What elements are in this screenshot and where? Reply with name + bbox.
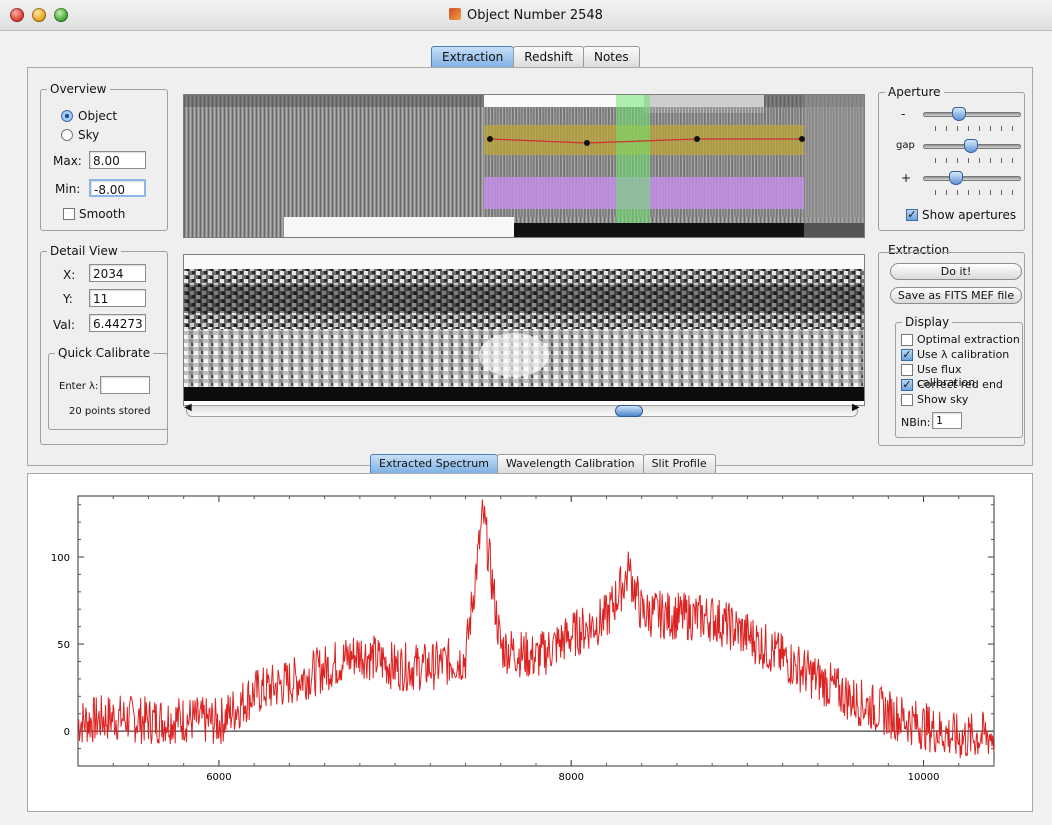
detail-y-field[interactable]: 11 [89,289,146,307]
detail-y-label: Y: [63,292,73,306]
aperture-plus-knob[interactable] [949,171,963,185]
smooth-label: Smooth [79,207,126,221]
spectrum-pane: 0 50 100 6000 8000 10000 [27,473,1033,812]
x-tick-label: 8000 [559,772,584,783]
detail-horizontal-scrollbar[interactable] [186,405,858,417]
extraction-group: Do it! Save as FITS MEF file Display Opt… [878,252,1025,446]
overview-spectrum-image[interactable] [183,94,865,238]
tab-notes[interactable]: Notes [582,46,640,68]
tab-extraction[interactable]: Extraction [431,46,515,68]
minimize-window-button[interactable] [32,8,46,22]
aperture-minus-knob[interactable] [952,107,966,121]
aperture-gap-ticks [935,158,1015,163]
zoom-window-button[interactable] [54,8,68,22]
x-tick-label: 10000 [908,772,940,783]
quick-calibrate-group: Quick Calibrate Enter λ: 20 points store… [48,346,168,430]
detail-val-field[interactable]: 6.44273 [89,314,146,332]
min-field[interactable]: -8.00 [89,179,146,197]
detail-view-group: Detail View X: 2034 Y: 11 Val: 6.44273 Q… [40,244,168,445]
nbin-field[interactable]: 1 [932,412,962,429]
quick-calibrate-legend: Quick Calibrate [55,346,154,360]
save-fits-button[interactable]: Save as FITS MEF file [890,287,1022,304]
app-icon [449,8,462,20]
detail-view-legend: Detail View [47,244,121,258]
enter-lambda-label: Enter λ: [59,381,99,392]
y-tick-label: 100 [51,553,70,564]
detail-x-label: X: [63,268,76,282]
show-sky-checkbox[interactable] [901,394,913,406]
sky-radio-label: Sky [78,128,100,142]
display-legend: Display [902,315,953,329]
tab-wavelength-calibration[interactable]: Wavelength Calibration [496,454,644,474]
detail-x-field[interactable]: 2034 [89,264,146,282]
correct-red-end-checkbox[interactable]: ✓ [901,378,913,391]
show-apertures-checkbox[interactable]: ✓ [906,208,918,221]
max-label: Max: [53,154,82,168]
bottom-tab-bar: Extracted Spectrum Wavelength Calibratio… [370,454,716,474]
plot-frame [77,495,995,767]
overview-legend: Overview [47,82,110,96]
enter-lambda-field[interactable] [100,376,150,394]
show-apertures-label: Show apertures [922,208,1017,222]
sky-radio[interactable] [61,129,73,141]
aperture-group: Aperture - gap + ✓ Show apertures [878,85,1025,231]
use-lambda-calibration-checkbox[interactable]: ✓ [901,348,913,361]
aperture-gap-knob[interactable] [964,139,978,153]
tab-extracted-spectrum[interactable]: Extracted Spectrum [370,454,498,474]
object-radio-label: Object [78,109,118,123]
title-bar: Object Number 2548 [0,0,1052,31]
aperture-minus-slider[interactable] [923,112,1021,117]
correct-red-end-label: Correct red end [917,378,1003,391]
use-flux-calibration-label: Use flux calibration [917,363,976,389]
detail-scroll-thumb[interactable] [615,405,643,417]
aperture-minus-label: - [901,107,906,121]
scroll-right-arrow-icon[interactable]: ▶ [852,402,860,413]
y-tick-label: 50 [57,640,70,651]
aperture-legend: Aperture [885,85,944,99]
window-title: Object Number 2548 [0,8,1052,23]
tab-slit-profile[interactable]: Slit Profile [642,454,716,474]
aperture-minus-ticks [935,126,1015,131]
min-label: Min: [55,182,81,196]
y-tick-label: 0 [64,727,70,738]
smooth-checkbox[interactable] [63,208,75,220]
x-tick-label: 6000 [206,772,231,783]
detail-image-svg [184,255,864,401]
nbin-label: NBin: [901,416,931,429]
extraction-pane: Overview Object Sky Max: 8.00 Min: -8.00… [27,67,1033,466]
use-flux-calibration-checkbox[interactable] [901,364,913,376]
main-tab-bar: Extraction Redshift Notes [431,46,640,68]
spectrum-line [77,499,995,759]
detail-val-label: Val: [53,318,76,332]
optimal-extraction-checkbox[interactable] [901,334,913,346]
show-sky-label: Show sky [917,393,969,406]
extraction-legend: Extraction [888,243,950,257]
use-lambda-calibration-label: Use λ calibration [917,348,1010,361]
overview-group: Overview Object Sky Max: 8.00 Min: -8.00… [40,82,168,231]
object-radio[interactable] [61,110,73,122]
optimal-extraction-label: Optimal extraction [917,333,1020,346]
detail-spectrum-image[interactable] [183,254,865,406]
do-it-button[interactable]: Do it! [890,263,1022,280]
aperture-plus-label: + [901,171,912,185]
close-window-button[interactable] [10,8,24,22]
tab-redshift[interactable]: Redshift [513,46,584,68]
aperture-plus-ticks [935,190,1015,195]
scroll-left-arrow-icon[interactable]: ◀ [184,402,192,413]
display-group: Display Optimal extraction ✓ Use λ calib… [895,315,1023,438]
extracted-spectrum-chart[interactable]: 0 50 100 6000 8000 10000 [28,474,1032,811]
points-stored-text: 20 points stored [69,406,151,417]
max-field[interactable]: 8.00 [89,151,146,169]
aperture-gap-label: gap [896,140,915,151]
overview-image-svg [184,95,864,237]
aperture-plus-slider[interactable] [923,176,1021,181]
